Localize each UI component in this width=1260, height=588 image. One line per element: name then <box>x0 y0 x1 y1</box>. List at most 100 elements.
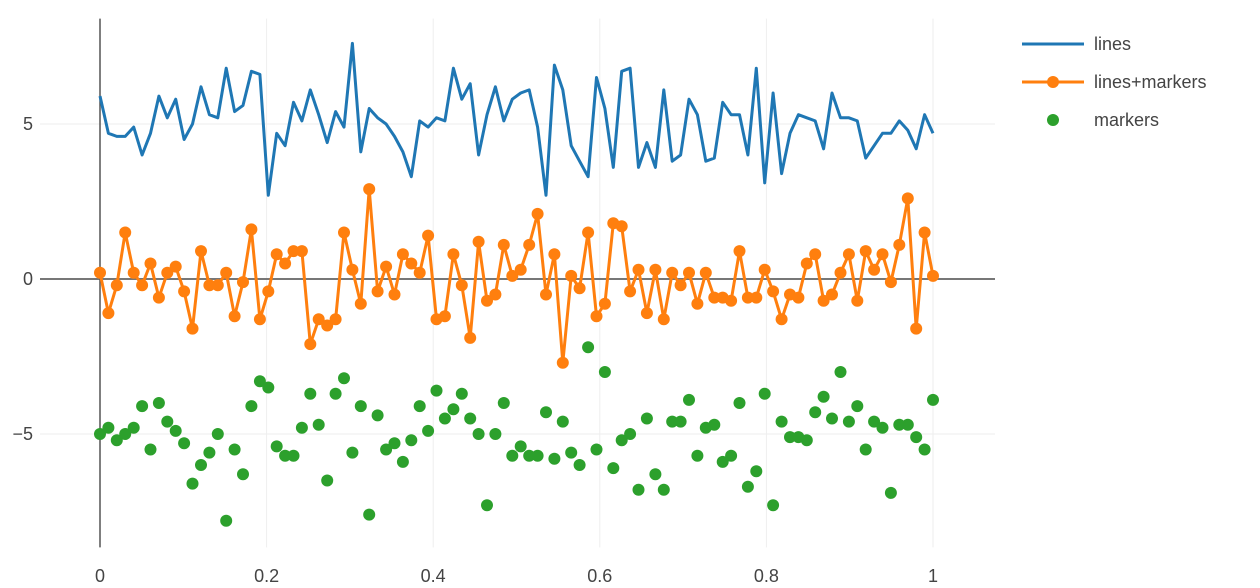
data-point <box>203 446 216 459</box>
data-point <box>666 266 679 279</box>
data-point <box>497 397 510 409</box>
data-point <box>380 260 393 273</box>
data-point <box>725 294 738 307</box>
data-point <box>438 412 451 425</box>
legend-label-lines: lines <box>1094 34 1131 54</box>
data-point <box>136 400 149 413</box>
data-point <box>540 406 552 419</box>
data-point <box>615 220 628 233</box>
data-point <box>321 474 334 487</box>
y-tick-label: 0 <box>23 269 33 289</box>
data-point <box>338 226 350 239</box>
data-point <box>775 313 788 326</box>
data-point <box>413 400 426 413</box>
data-point <box>312 418 325 431</box>
legend-item-lines-markers[interactable]: lines+markers <box>1022 72 1207 92</box>
data-point <box>859 245 872 258</box>
data-point <box>237 276 249 289</box>
data-point <box>893 418 906 431</box>
data-point <box>253 375 266 388</box>
data-point <box>607 462 620 475</box>
legend-item-lines[interactable]: lines <box>1022 34 1131 54</box>
data-point <box>615 434 628 447</box>
data-point <box>363 508 376 521</box>
data-point <box>396 455 409 468</box>
data-point <box>363 183 376 196</box>
data-point <box>447 248 460 261</box>
data-point <box>295 421 308 434</box>
data-point <box>691 449 704 462</box>
data-point <box>582 341 595 354</box>
data-point <box>531 449 544 462</box>
series-lines-markers <box>94 183 939 369</box>
data-point <box>279 449 292 462</box>
data-point <box>657 313 670 326</box>
data-point <box>245 400 258 413</box>
data-point <box>287 449 300 462</box>
data-point <box>262 285 275 298</box>
data-point <box>666 415 679 428</box>
data-point <box>102 307 115 320</box>
data-point <box>354 297 367 310</box>
data-point <box>565 269 578 282</box>
data-point <box>741 480 754 493</box>
data-point <box>464 412 477 425</box>
data-point <box>489 288 502 301</box>
data-point <box>304 338 317 351</box>
data-point <box>784 431 796 444</box>
grid-lines <box>40 18 995 548</box>
data-point <box>211 279 224 292</box>
data-point <box>826 412 838 425</box>
data-point <box>279 257 292 270</box>
data-point <box>94 266 106 279</box>
data-point <box>649 263 662 276</box>
data-point <box>683 393 695 406</box>
data-point <box>624 285 637 298</box>
data-point <box>228 443 241 456</box>
data-point <box>220 266 233 279</box>
data-point <box>422 424 435 437</box>
data-point <box>523 238 536 251</box>
legend-marker-lines-markers <box>1047 76 1059 88</box>
data-point <box>405 257 418 270</box>
data-point <box>750 465 763 478</box>
data-point <box>809 406 822 419</box>
data-point <box>834 266 847 279</box>
data-point <box>203 279 216 292</box>
data-point <box>287 245 300 258</box>
data-point <box>438 310 451 323</box>
data-point <box>540 288 552 301</box>
data-point <box>195 459 207 471</box>
x-tick-label: 0.8 <box>754 566 779 586</box>
tick-labels: 0 0.2 0.4 0.6 0.8 1 −5 0 5 <box>12 114 938 586</box>
y-tick-label: 5 <box>23 114 33 134</box>
data-point <box>388 437 401 450</box>
data-point <box>422 229 435 242</box>
data-point <box>758 263 771 276</box>
data-point <box>430 384 443 397</box>
data-point <box>800 434 813 447</box>
data-point <box>792 291 805 304</box>
legend-label-markers: markers <box>1094 110 1159 130</box>
data-point <box>859 443 872 456</box>
x-tick-label: 1 <box>928 566 938 586</box>
legend-item-markers[interactable]: markers <box>1047 110 1159 130</box>
data-point <box>834 366 847 378</box>
data-point <box>329 387 342 400</box>
data-point <box>842 415 855 428</box>
data-point <box>767 285 780 298</box>
series-line <box>98 41 935 197</box>
data-point <box>708 418 721 431</box>
data-point <box>253 313 266 326</box>
data-point <box>674 279 687 292</box>
data-point <box>884 486 897 499</box>
data-point <box>380 443 393 456</box>
data-point <box>927 269 939 282</box>
data-point <box>94 428 106 440</box>
legend: lines lines+markers markers <box>1022 34 1207 130</box>
data-point <box>573 282 586 295</box>
data-point <box>741 291 754 304</box>
data-point <box>186 322 199 335</box>
data-point <box>354 400 367 413</box>
